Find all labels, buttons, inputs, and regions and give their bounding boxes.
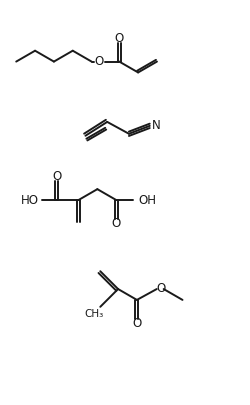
Text: CH₃: CH₃ — [85, 309, 104, 319]
Text: O: O — [115, 32, 124, 45]
Text: O: O — [156, 281, 165, 294]
Text: N: N — [152, 119, 161, 132]
Text: O: O — [132, 317, 141, 330]
Text: O: O — [112, 217, 121, 230]
Text: OH: OH — [138, 194, 156, 207]
Text: O: O — [52, 170, 62, 183]
Text: O: O — [95, 55, 104, 68]
Text: HO: HO — [21, 194, 39, 207]
